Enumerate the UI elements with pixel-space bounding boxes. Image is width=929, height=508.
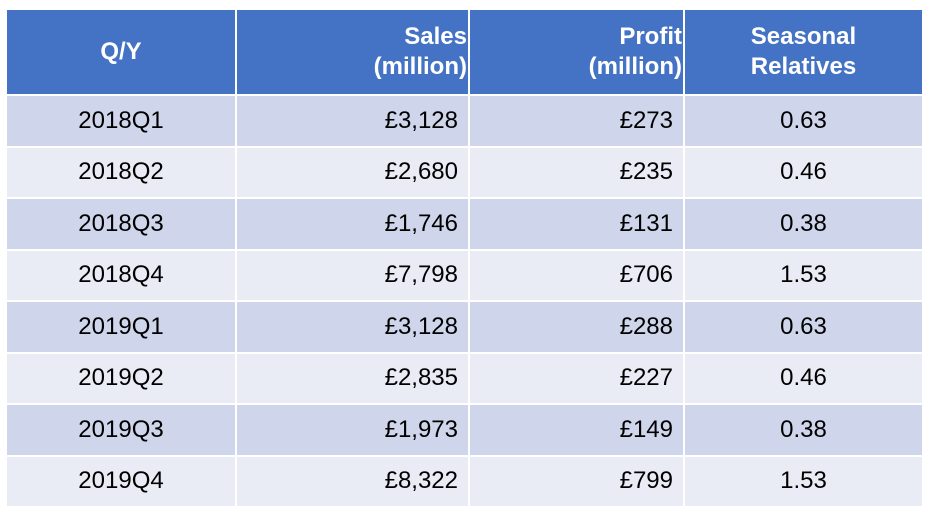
table-cell: 2018Q2 [5, 145, 237, 199]
table-cell: 0.46 [683, 351, 924, 405]
table-cell: 2019Q3 [5, 403, 237, 457]
table-cell: 0.38 [683, 403, 924, 457]
table-cell: £7,798 [235, 248, 470, 302]
table-cell: £799 [468, 454, 685, 508]
table-cell: £288 [468, 300, 685, 354]
table-cell: £706 [468, 248, 685, 302]
table-cell: 2018Q3 [5, 197, 237, 251]
table-row: 2019Q3 £1,973 £149 0.38 [5, 403, 924, 457]
table-row: 2018Q1 £3,128 £273 0.63 [5, 94, 924, 148]
table-row: 2019Q1 £3,128 £288 0.63 [5, 300, 924, 354]
table-cell: 0.63 [683, 300, 924, 354]
data-table: Q/Y Sales (million) Profit (million) Season… [5, 8, 924, 508]
table-row: 2018Q4 £7,798 £706 1.53 [5, 248, 924, 302]
table-row: 2018Q3 £1,746 £131 0.38 [5, 197, 924, 251]
table-row: 2018Q2 £2,680 £235 0.46 [5, 145, 924, 199]
table-cell: £227 [468, 351, 685, 405]
table-cell: £1,973 [235, 403, 470, 457]
header-cell: Seasonal Relatives [683, 8, 924, 96]
table-cell: £3,128 [235, 300, 470, 354]
table-cell: £1,746 [235, 197, 470, 251]
table-cell: 1.53 [683, 248, 924, 302]
header-row: Q/Y Sales (million) Profit (million) Season… [5, 8, 924, 96]
table-row: 2019Q2 £2,835 £227 0.46 [5, 351, 924, 405]
header-cell: Sales (million) [235, 8, 470, 96]
table-cell: £235 [468, 145, 685, 199]
table-head: Q/Y Sales (million) Profit (million) Season… [5, 8, 924, 96]
table-cell: £2,835 [235, 351, 470, 405]
table-cell: 1.53 [683, 454, 924, 508]
table-cell: 2019Q4 [5, 454, 237, 508]
table-cell: £2,680 [235, 145, 470, 199]
table-cell: 0.46 [683, 145, 924, 199]
table-cell: 2019Q2 [5, 351, 237, 405]
table-cell: £273 [468, 94, 685, 148]
table-cell: 2018Q1 [5, 94, 237, 148]
table-body: 2018Q1 £3,128 £273 0.63 2018Q2 £2,680 £235 0.46… [5, 94, 924, 508]
table-container: Q/Y Sales (million) Profit (million) Season… [5, 8, 924, 508]
table-cell: £3,128 [235, 94, 470, 148]
table-cell: 0.38 [683, 197, 924, 251]
table-cell: £8,322 [235, 454, 470, 508]
table-cell: 2018Q4 [5, 248, 237, 302]
table-row: 2019Q4 £8,322 £799 1.53 [5, 454, 924, 508]
header-cell: Q/Y [5, 8, 237, 96]
table-cell: 2019Q1 [5, 300, 237, 354]
table-cell: £131 [468, 197, 685, 251]
table-cell: 0.63 [683, 94, 924, 148]
header-cell: Profit (million) [468, 8, 685, 96]
table-cell: £149 [468, 403, 685, 457]
